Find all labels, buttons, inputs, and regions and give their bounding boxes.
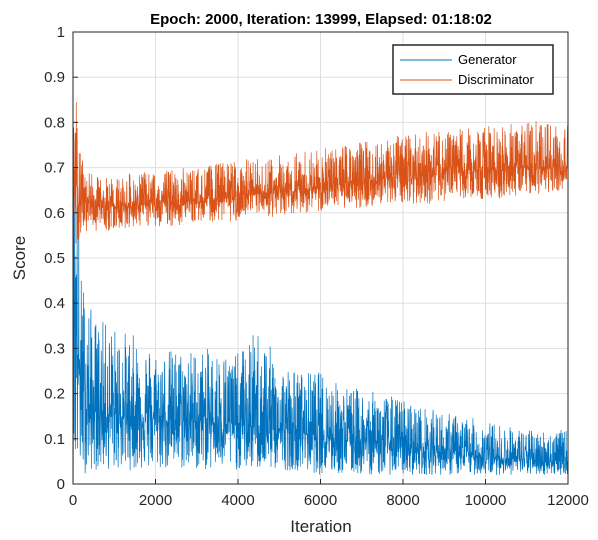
y-tick-label: 0.1 bbox=[44, 431, 65, 448]
y-tick-label: 0.2 bbox=[44, 386, 65, 403]
x-tick-label: 0 bbox=[69, 492, 77, 509]
ticks: 0 2000 4000 6000 8000 10000 12000 0 0.1 0.2 0.3 0.4… bbox=[44, 24, 589, 509]
y-axis-label: Score bbox=[10, 236, 29, 280]
series-line-generator bbox=[72, 127, 569, 483]
series-generator bbox=[72, 127, 569, 483]
y-tick-label: 0.6 bbox=[44, 205, 65, 222]
legend: Generator Discriminator bbox=[392, 44, 554, 95]
y-tick-label: 1 bbox=[57, 24, 65, 41]
series-line-discriminator bbox=[72, 101, 569, 244]
x-axis-label: Iteration bbox=[290, 517, 351, 536]
chart-title: Epoch: 2000, Iteration: 13999, Elapsed: … bbox=[150, 11, 492, 28]
y-tick-label: 0.9 bbox=[44, 69, 65, 86]
x-tick-label: 2000 bbox=[139, 492, 172, 509]
y-tick-label: 0.3 bbox=[44, 340, 65, 357]
x-tick-label: 6000 bbox=[304, 492, 337, 509]
y-tick-label: 0 bbox=[57, 476, 65, 493]
y-tick-label: 0.7 bbox=[44, 160, 65, 177]
x-tick-label: 10000 bbox=[465, 492, 507, 509]
legend-label-generator: Generator bbox=[458, 52, 517, 67]
legend-label-discriminator: Discriminator bbox=[458, 72, 535, 87]
series-discriminator bbox=[72, 101, 569, 244]
y-tick-label: 0.8 bbox=[44, 114, 65, 131]
y-tick-label: 0.5 bbox=[44, 250, 65, 267]
legend-box bbox=[392, 44, 554, 95]
y-tick-label: 0.4 bbox=[44, 295, 65, 312]
x-tick-label: 8000 bbox=[386, 492, 419, 509]
x-tick-label: 4000 bbox=[221, 492, 254, 509]
x-tick-label: 12000 bbox=[547, 492, 589, 509]
series-layer bbox=[72, 101, 569, 483]
